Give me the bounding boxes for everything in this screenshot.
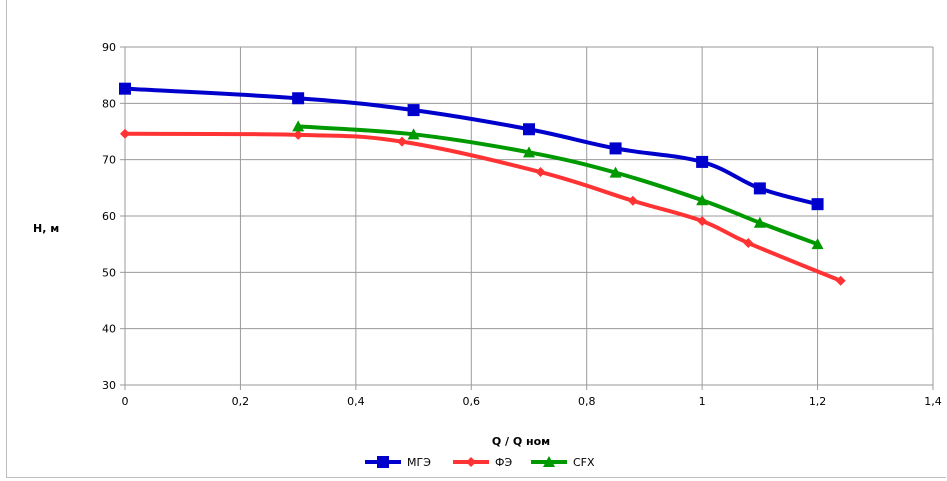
series-line-2 [296,124,820,247]
grid [120,46,934,390]
legend-swatch-marker [377,456,389,468]
x-tick-label: 0 [122,395,129,408]
x-tick-label: 1,2 [809,395,827,408]
y-tick-label: 50 [102,266,116,279]
data-point-2-2 [523,146,535,158]
data-point-0-0 [119,82,131,95]
y-tick-label: 60 [102,210,116,223]
legend: МГЭ ФЭ CFX [365,456,595,469]
data-point-1-3 [535,167,546,178]
y-tick-label: 90 [102,41,116,54]
y-axis-label: H, м [33,222,59,235]
x-axis-label: Q / Q ном [492,435,550,448]
data-point-1-6 [743,238,754,249]
x-tick-label: 0,2 [232,395,250,408]
data-markers [119,82,846,286]
legend-label: ФЭ [495,456,512,469]
data-point-2-4 [696,194,709,206]
series-line-1 [123,131,843,283]
data-point-1-0 [120,128,130,139]
data-point-1-4 [627,195,638,206]
legend-label: CFX [573,456,595,469]
x-tick-label: 0,4 [347,395,365,408]
data-point-0-5 [696,155,709,168]
legend-swatch-marker [466,457,476,467]
y-tick-label: 40 [102,323,116,336]
data-point-0-6 [753,182,766,195]
data-point-0-7 [811,198,824,211]
data-point-2-5 [753,216,766,228]
series-lines [123,86,843,283]
data-point-1-2 [397,136,408,147]
legend-swatch-marker [543,456,555,467]
data-point-2-3 [609,166,622,178]
x-tick-label: 0,6 [463,395,481,408]
data-point-2-6 [811,238,824,250]
x-tick-label: 0,8 [578,395,596,408]
legend-label: МГЭ [407,456,431,469]
data-point-0-2 [407,104,420,117]
x-tick-label: 1 [699,395,706,408]
data-point-2-0 [292,120,305,132]
x-tick-label: 1,4 [924,395,942,408]
data-point-0-3 [523,123,535,136]
data-point-1-1 [293,129,304,140]
chart-frame [6,0,946,478]
data-point-1-5 [697,216,708,227]
data-point-1-7 [835,275,846,286]
y-tick-label: 30 [102,379,116,392]
tick-labels: 30 40 50 60 70 80 90 0 0,2 0,4 0,6 0,8 1 1,2 1,4 [102,41,942,408]
y-tick-label: 70 [102,154,116,167]
data-point-2-1 [407,128,420,140]
data-point-0-1 [292,92,305,105]
data-point-0-4 [609,142,622,155]
y-tick-label: 80 [102,97,116,110]
